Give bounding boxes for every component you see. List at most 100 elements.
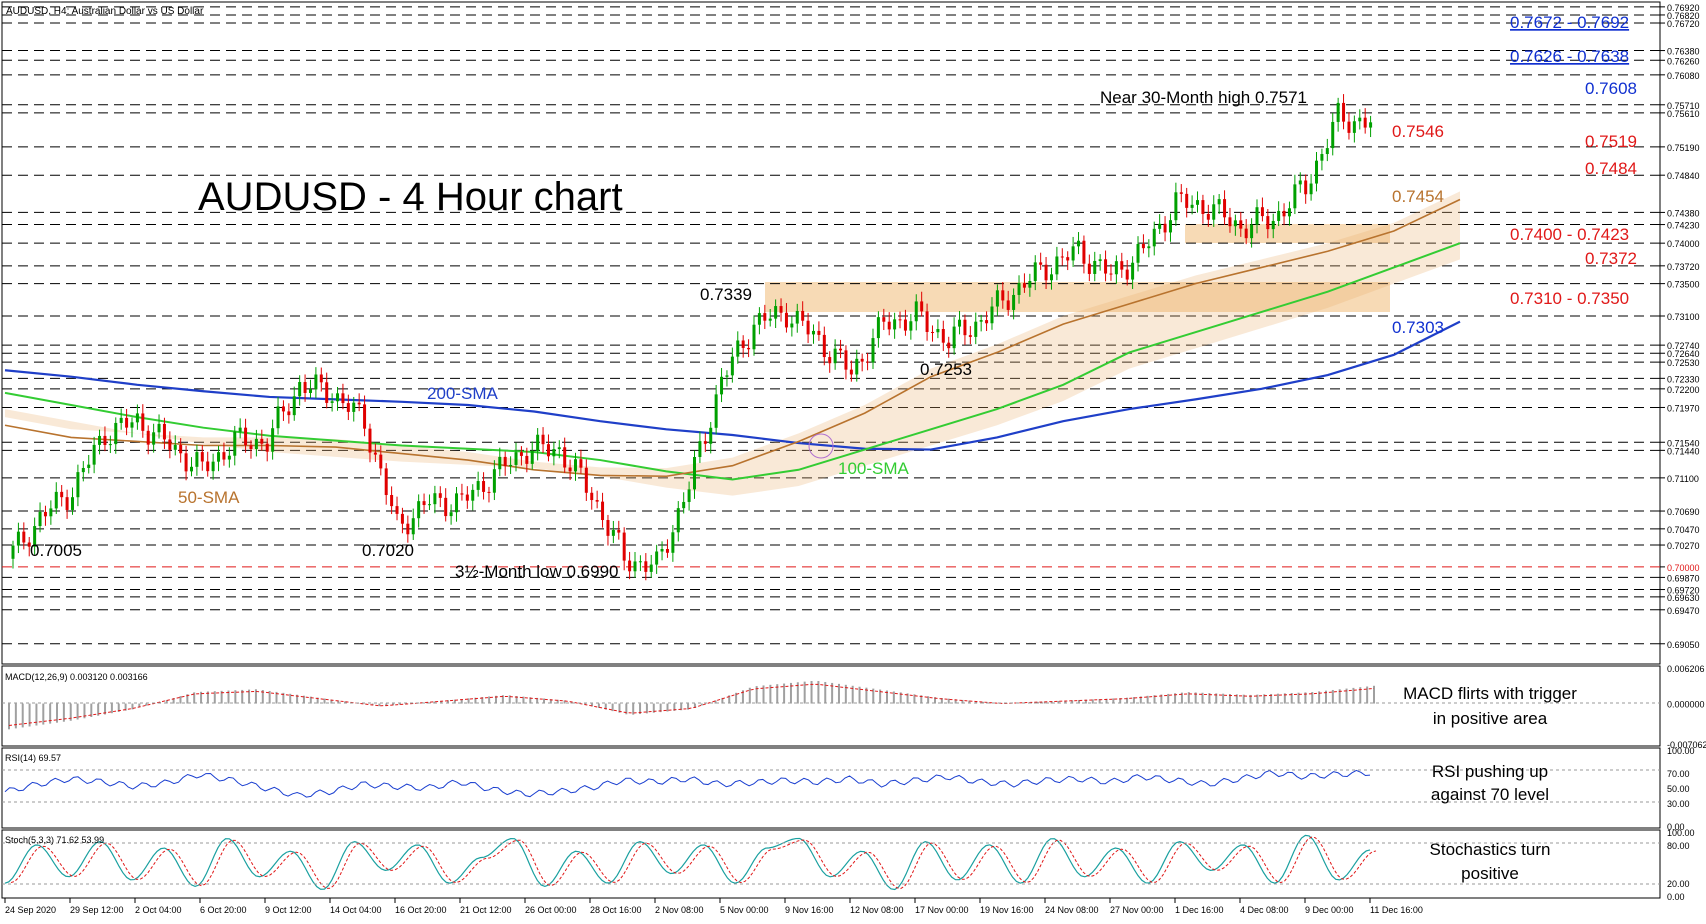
rsi-panel-frame [1,747,1661,829]
candle-body [168,439,172,450]
candle-body [1298,180,1302,185]
x-tick-label-19: 4 Dec 08:00 [1240,905,1289,915]
stoch-tick-0: 100.00 [1667,828,1695,838]
stoch-tick-1: 80.00 [1667,841,1690,851]
candle-body [671,532,675,553]
candle-body [660,549,664,552]
candle-body [790,323,794,328]
candle-body [325,382,329,403]
candle-body [152,432,156,445]
candle-body [384,468,388,496]
candle-body [903,319,907,331]
candle-body [1093,260,1097,274]
candle-body [525,455,529,464]
candle-body [206,461,210,472]
candle-body [492,469,496,493]
rsi-comment-line2: against 70 level [1431,785,1549,804]
line-50-sma [4,198,1461,478]
x-tick-label-17: 27 Nov 00:00 [1110,905,1164,915]
candle-body [460,493,464,495]
candle-body [119,417,123,423]
x-tick-label-15: 19 Nov 16:00 [980,905,1034,915]
candle-body [1109,273,1113,275]
candle-body [341,393,345,404]
candle-body [844,350,848,370]
candle-body [1087,263,1091,274]
candle-body [876,317,880,339]
level-label-7400-7423: 0.7400 - 0.7423 [1510,225,1629,244]
candle-body [1098,259,1102,261]
candle-body [38,511,42,527]
candle-body [665,549,669,553]
zone-7310-7350 [765,282,1390,312]
candle-body [189,466,193,472]
candle-body [676,508,680,533]
level-label-7454: 0.7454 [1392,187,1444,206]
y-tick-label-25: 0.70690 [1667,507,1700,517]
y-tick-label-2: 0.76720 [1667,19,1700,29]
y-tick-label-1: 0.76820 [1667,11,1700,21]
candle-body [774,306,778,319]
candle-body [11,545,15,559]
candle-body [346,403,350,412]
candle-body [287,411,291,416]
candle-body [1206,213,1210,220]
candle-body [400,513,404,524]
candle-body [1369,122,1373,128]
macd-tick-1: 0.000000 [1667,700,1705,710]
candle-body [687,489,691,502]
y-tick-label-4: 0.76260 [1667,56,1700,66]
x-tick-label-14: 17 Nov 00:00 [915,905,969,915]
candle-body [1271,220,1275,230]
indicator-lines [4,198,1461,481]
candle-body [1082,240,1086,264]
y-tick-label-28: 0.70000 [1667,563,1700,573]
x-tick-label-18: 1 Dec 16:00 [1175,905,1224,915]
candle-body [65,497,69,510]
y-tick-label-14: 0.73500 [1667,280,1700,290]
candle-body [1304,180,1308,195]
candle-body [1022,283,1026,288]
candle-body [108,444,112,446]
macd-tick-0: 0.006206 [1667,664,1705,674]
y-tick-label-5: 0.76080 [1667,71,1700,81]
x-tick-label-4: 9 Oct 12:00 [265,905,312,915]
candle-body [1352,121,1356,133]
y-tick-label-17: 0.72640 [1667,349,1700,359]
candle-body [135,413,139,423]
candle-body [752,324,756,350]
level-label-7626-7638: 0.7626 - 0.7638 [1510,47,1629,66]
candle-body [509,464,513,467]
level-label-7372: 0.7372 [1585,249,1637,268]
level-label-7303: 0.7303 [1392,318,1444,337]
candle-body [1049,274,1053,281]
candle-body [519,452,523,456]
candle-body [222,452,226,460]
candle-body [1212,204,1216,220]
candle-body [233,431,237,456]
candle-body [184,453,188,472]
candle-body [1066,257,1070,261]
candle-body [254,438,258,450]
candlesticks [11,94,1373,581]
candle-body [1336,102,1340,122]
candle-body [1168,220,1172,233]
x-tick-label-12: 9 Nov 16:00 [785,905,834,915]
candle-body [173,444,177,450]
candle-body [644,561,648,572]
candle-body [81,467,85,473]
candle-body [368,428,372,453]
macd-panel-frame [1,665,1661,747]
annotation-7005: 0.7005 [30,541,82,560]
candle-body [893,319,897,330]
candle-body [866,361,870,363]
candle-body [314,374,318,390]
candle-body [693,456,696,490]
line-100-sma [4,242,1461,481]
candle-body [1158,223,1162,229]
candle-body [909,321,913,331]
candle-body [1141,243,1145,249]
rsi-tick-3: 30.00 [1667,799,1690,809]
candle-body [60,491,64,498]
